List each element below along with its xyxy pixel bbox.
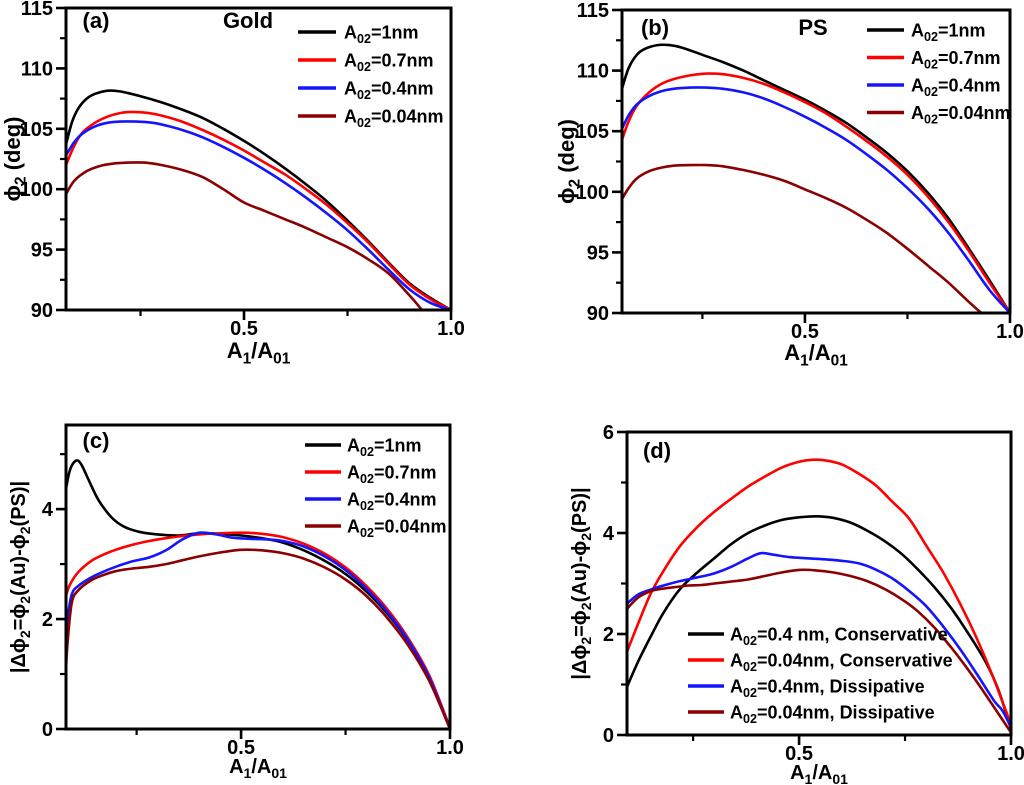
series-line-b-0 xyxy=(621,43,1011,314)
y-tick-label-b: 100 xyxy=(576,182,609,204)
legend-label-b-0: A02=1nm xyxy=(911,21,986,45)
legend-a: A02=1nm A02=0.7nm A02=0.4nm A02=0.04nm xyxy=(298,23,444,131)
legend-label-d-1: A02=0.04nm, Conservative xyxy=(730,651,953,675)
y-axis-label-c: |Δϕ2=ϕ2(Au)-ϕ2(PS)| xyxy=(8,481,33,673)
axis-minor-ticks-a xyxy=(60,37,349,316)
plot-frame-d xyxy=(625,430,1013,737)
y-tick-label-c: 2 xyxy=(42,609,53,631)
series-line-a-2 xyxy=(65,120,452,311)
series-line-b-1 xyxy=(621,72,1011,314)
legend-label-d-2: A02=0.4nm, Dissipative xyxy=(730,677,925,701)
legend-label-d-0: A02=0.4 nm, Conservative xyxy=(730,625,948,649)
panel-label-b: (b) xyxy=(641,15,669,40)
y-tick-label-a: 90 xyxy=(31,300,53,322)
legend-label-b-3: A02=0.04nm xyxy=(911,103,1011,127)
x-axis-label-c: A1/A01 xyxy=(229,756,287,781)
y-tick-label-b: 110 xyxy=(577,61,609,83)
series-line-d-2 xyxy=(626,551,1012,729)
axis-ticks-b xyxy=(612,8,1012,323)
legend-label-a-3: A02=0.04nm xyxy=(344,107,444,131)
legend-label-c-2: A02=0.4nm xyxy=(347,490,437,514)
series-line-b-3 xyxy=(621,163,983,314)
series-line-c-1 xyxy=(65,531,451,730)
x-tick-label-a: 0.5 xyxy=(230,318,258,340)
y-tick-label-a: 110 xyxy=(21,58,53,80)
y-axis-label-d: |Δϕ2=ϕ2(Au)-ϕ2(PS)| xyxy=(569,487,594,679)
panel-b-plot: 0.5 1.0 90 95 100 105 110 115 A1/A01 ϕ2 (deg) (b) P… xyxy=(554,0,1024,370)
axis-ticks-d xyxy=(617,430,1013,745)
legend-label-c-3: A02=0.04nm xyxy=(347,517,447,541)
series-group-c xyxy=(65,459,451,730)
legend-label-a-0: A02=1nm xyxy=(344,23,419,47)
y-tick-label-b: 115 xyxy=(577,0,609,22)
y-tick-label-a: 105 xyxy=(20,119,53,141)
series-line-d-0 xyxy=(626,515,1012,731)
legend-label-c-1: A02=0.7nm xyxy=(347,463,437,487)
y-tick-label-d: 2 xyxy=(603,624,614,646)
x-tick-label-b: 0.5 xyxy=(791,321,819,343)
x-tick-label-d: 1.0 xyxy=(997,743,1024,765)
axis-minor-ticks-b xyxy=(616,39,909,319)
panel-title-b: PS xyxy=(798,15,827,40)
panel-c-plot: 0.5 1.0 0 2 4 A1/A01 |Δϕ2=ϕ2(Au)-ϕ2(PS)| (c) A02… xyxy=(8,423,464,781)
y-tick-label-b: 105 xyxy=(576,121,609,143)
legend-label-d-3: A02=0.04nm, Dissipative xyxy=(730,703,935,727)
y-tick-label-a: 95 xyxy=(31,240,53,262)
x-tick-label-a: 1.0 xyxy=(437,318,465,340)
plot-frame-b xyxy=(620,8,1012,315)
legend-label-b-1: A02=0.7nm xyxy=(911,48,1001,72)
y-axis-label-a: ϕ2 (deg) xyxy=(0,117,30,202)
legend-c: A02=1nm A02=0.7nm A02=0.4nm A02=0.04nm xyxy=(305,436,447,541)
series-line-a-3 xyxy=(65,161,424,311)
panel-title-a: Gold xyxy=(223,8,273,33)
series-line-c-3 xyxy=(65,548,451,730)
series-line-a-1 xyxy=(65,110,452,311)
y-tick-label-d: 6 xyxy=(603,422,614,444)
series-line-b-2 xyxy=(621,86,1011,314)
x-tick-label-d: 0.5 xyxy=(785,743,813,765)
panel-a-plot: 0.5 1.0 90 95 100 105 110 115 A1/A01 ϕ2 (deg) (a) G… xyxy=(0,0,465,368)
series-group-d xyxy=(626,458,1012,734)
panel-label-c: (c) xyxy=(83,428,110,453)
panel-label-a: (a) xyxy=(83,8,110,33)
x-tick-label-c: 1.0 xyxy=(436,737,464,759)
x-axis-label-b: A1/A01 xyxy=(784,340,848,370)
series-line-d-3 xyxy=(626,568,1012,734)
axis-minor-ticks-d xyxy=(621,481,907,741)
y-tick-label-d: 0 xyxy=(603,725,614,747)
y-tick-label-b: 90 xyxy=(587,303,609,325)
series-group-a xyxy=(65,89,452,311)
series-line-c-2 xyxy=(65,531,451,730)
axis-ticks-a xyxy=(56,6,453,320)
x-axis-label-d: A1/A01 xyxy=(790,762,848,785)
y-axis-label-b: ϕ2 (deg) xyxy=(554,119,584,204)
y-tick-label-c: 0 xyxy=(42,719,53,741)
y-tick-label-a: 115 xyxy=(21,0,53,20)
plot-frame-a xyxy=(64,6,453,312)
legend-label-a-1: A02=0.7nm xyxy=(344,51,434,75)
y-tick-label-d: 4 xyxy=(603,523,615,545)
panel-label-d: (d) xyxy=(643,438,671,463)
y-tick-label-a: 100 xyxy=(20,179,53,201)
axis-ticks-c xyxy=(56,507,452,739)
series-group-b xyxy=(621,43,1011,314)
legend-b: A02=1nm A02=0.7nm A02=0.4nm A02=0.04nm xyxy=(867,21,1011,127)
x-tick-label-b: 1.0 xyxy=(996,321,1024,343)
series-line-d-1 xyxy=(626,458,1012,727)
y-tick-label-b: 95 xyxy=(587,242,609,264)
panel-d-plot: 0.5 1.0 0 2 4 6 A1/A01 |Δϕ2=ϕ2(Au)-ϕ2(PS)| (d) A0… xyxy=(569,422,1024,785)
x-tick-label-c: 0.5 xyxy=(227,737,255,759)
axis-minor-ticks-c xyxy=(60,453,347,735)
plot-frame-c xyxy=(64,423,452,731)
x-axis-label-a: A1/A01 xyxy=(227,338,291,368)
y-tick-label-c: 4 xyxy=(42,499,54,521)
legend-label-a-2: A02=0.4nm xyxy=(344,79,434,103)
legend-label-c-0: A02=1nm xyxy=(347,436,422,460)
legend-label-b-2: A02=0.4nm xyxy=(911,76,1001,100)
